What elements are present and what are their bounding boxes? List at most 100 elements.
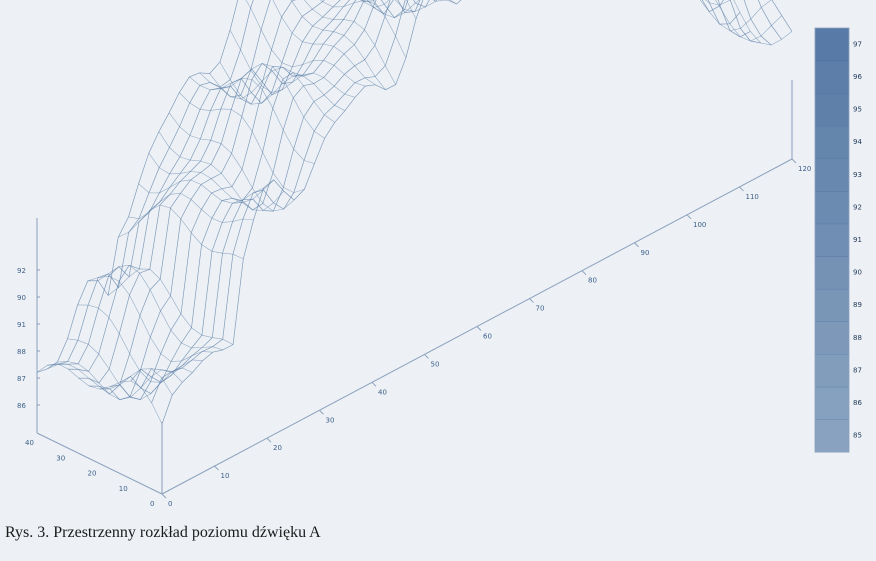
- mesh-line: [290, 0, 386, 90]
- figure-caption: Rys. 3. Przestrzenny rozkład poziomu dźw…: [5, 524, 321, 541]
- mesh-line: [715, 0, 783, 42]
- plot-axes: 0102030405060708090100110120403020100929…: [17, 80, 811, 508]
- colorbar-segment: [815, 419, 849, 453]
- colorbar-tick-label: 93: [853, 171, 862, 179]
- x-tick-mark: [266, 437, 272, 443]
- x-tick-mark: [319, 409, 324, 415]
- y-tick-label: 20: [88, 470, 97, 478]
- x-tick-mark: [791, 158, 797, 164]
- x-tick-label: 20: [273, 444, 282, 452]
- x-tick-mark: [686, 214, 692, 220]
- mesh-line: [47, 363, 173, 396]
- mesh-line: [151, 0, 782, 403]
- mesh-line: [245, 0, 366, 87]
- mesh-line: [128, 192, 254, 223]
- colorbar-segment: [815, 223, 849, 257]
- y-tick-label: 30: [56, 454, 65, 462]
- mesh-line: [120, 0, 751, 395]
- mesh-line: [57, 0, 271, 365]
- colorbar-segment: [815, 60, 849, 94]
- x-tick-mark: [476, 326, 482, 331]
- mesh-line: [372, 0, 420, 19]
- z-tick-label: 88: [17, 348, 26, 356]
- x-tick-mark: [634, 242, 639, 248]
- mesh-line: [189, 76, 315, 164]
- mesh-line: [57, 361, 183, 401]
- y-tick-label: 40: [25, 439, 34, 447]
- x-tick-label: 50: [431, 360, 440, 368]
- colorbar-frame: [814, 27, 850, 453]
- colorbar-segment: [815, 288, 849, 322]
- x-tick-label: 70: [536, 305, 545, 313]
- z-tick-label: 87: [17, 375, 26, 383]
- mesh-line: [199, 63, 325, 139]
- x-tick-label: 10: [221, 472, 230, 480]
- mesh-line: [229, 29, 356, 98]
- mesh-line: [78, 0, 325, 384]
- colorbar-tick-label: 89: [853, 301, 862, 309]
- colorbar-segment: [815, 158, 849, 192]
- y-axis-line: [36, 432, 163, 495]
- colorbar: 97 96 95 94 93 92 91 90 89 88 87 86 85: [814, 27, 862, 453]
- mesh-line: [107, 268, 234, 345]
- x-tick-mark: [161, 493, 167, 499]
- mesh-line: [395, 0, 457, 12]
- mesh-line: [219, 61, 346, 111]
- z-tick-label: 91: [17, 321, 26, 329]
- mesh-line: [109, 0, 741, 400]
- mesh-line: [699, 0, 772, 31]
- colorbar-segment: [815, 28, 849, 62]
- mesh-line: [161, 0, 793, 425]
- x-tick-label: 60: [483, 333, 492, 341]
- colorbar-segment: [815, 321, 849, 355]
- x-tick-mark: [214, 465, 219, 471]
- x-tick-label: 30: [326, 416, 335, 424]
- x-tick-mark: [424, 354, 429, 359]
- mesh-line: [361, 0, 390, 8]
- mesh-line: [89, 0, 375, 395]
- x-tick-mark: [371, 381, 377, 387]
- colorbar-tick-label: 87: [853, 367, 862, 375]
- colorbar-segment: [815, 354, 849, 388]
- colorbar-segment: [815, 125, 849, 159]
- mesh-line: [140, 0, 772, 388]
- x-tick-label: 100: [693, 221, 706, 229]
- colorbar-segment: [815, 386, 849, 420]
- colorbar-tick-label: 96: [853, 73, 862, 81]
- mesh-line: [209, 66, 335, 123]
- surface-mesh: [36, 0, 793, 425]
- mesh-line: [158, 131, 285, 211]
- mesh-line: [67, 338, 193, 400]
- x-tick-mark: [739, 186, 744, 192]
- z-tick-label: 92: [17, 267, 26, 275]
- colorbar-segment: [815, 256, 849, 290]
- mesh-line: [97, 264, 224, 351]
- colorbar-tick-label: 92: [853, 203, 862, 211]
- colorbar-tick-label: 94: [853, 138, 862, 146]
- mesh-line: [179, 92, 305, 193]
- mesh-line: [272, 0, 376, 86]
- z-tick-label: 90: [17, 294, 26, 302]
- mesh-line: [148, 153, 275, 203]
- mesh-line: [320, 0, 407, 59]
- mesh-line: [87, 275, 213, 362]
- mesh-line: [99, 0, 724, 401]
- colorbar-segment: [815, 191, 849, 225]
- mesh-line: [68, 0, 296, 372]
- y-tick-label: 0: [150, 500, 154, 508]
- colorbar-segment: [815, 93, 849, 127]
- colorbar-tick-label: 95: [853, 106, 862, 114]
- colorbar-tick-label: 90: [853, 269, 862, 277]
- x-tick-mark: [529, 298, 534, 303]
- x-tick-label: 0: [168, 500, 172, 508]
- colorbar-tick-label: 85: [853, 432, 862, 440]
- x-tick-label: 80: [588, 277, 597, 285]
- mesh-line: [138, 179, 264, 204]
- z-tick-label: 86: [17, 402, 26, 410]
- colorbar-tick-label: 97: [853, 40, 862, 48]
- colorbar-tick-label: 88: [853, 334, 862, 342]
- y-tick-label: 10: [119, 485, 128, 493]
- mesh-line: [733, 0, 793, 46]
